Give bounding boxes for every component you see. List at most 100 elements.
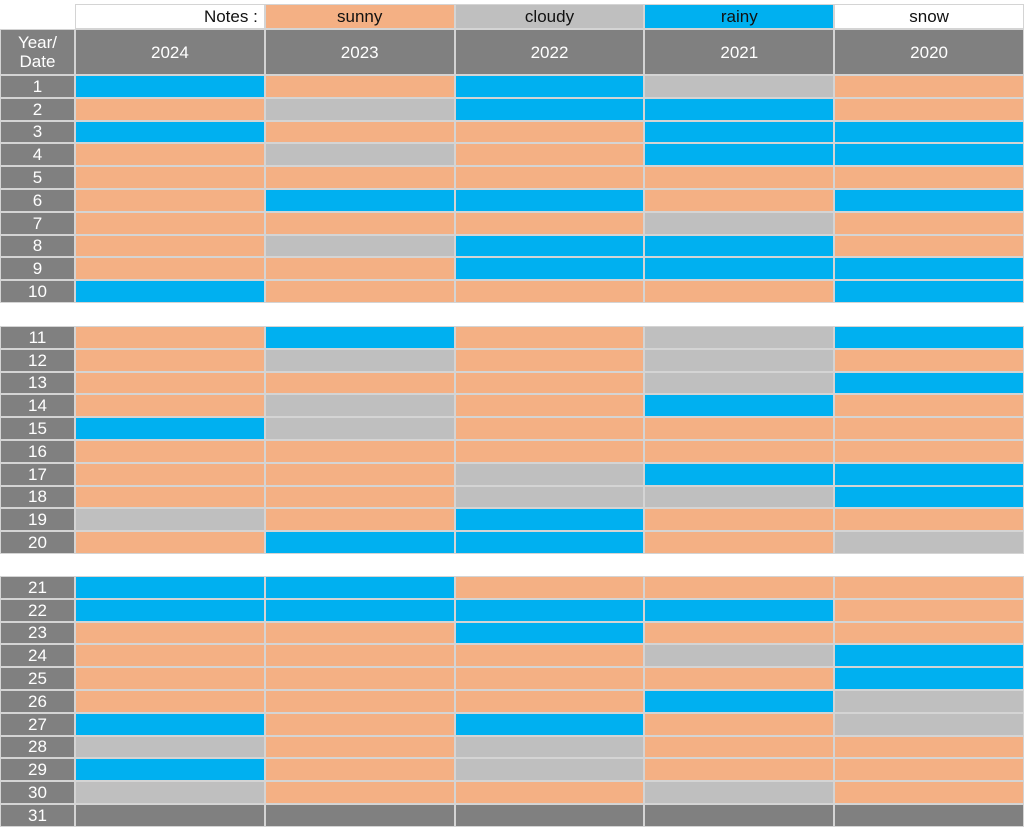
weather-cell-2023-3: [264, 120, 455, 144]
date-label-9: 9: [0, 257, 75, 281]
weather-cell-2022-13: [454, 371, 645, 395]
weather-cell-2024-20: [75, 531, 265, 554]
weather-cell-2021-13: [644, 371, 835, 395]
weather-cell-2021-8: [644, 234, 835, 258]
weather-cell-2020-10: [834, 280, 1024, 303]
weather-cell-2021-18: [644, 485, 835, 509]
weather-cell-2020-26: [834, 690, 1024, 713]
weather-cell-2024-27: [75, 712, 265, 736]
weather-cell-2021-19: [644, 508, 835, 532]
weather-cell-2023-25: [264, 667, 455, 690]
weather-cell-2020-19: [834, 508, 1024, 532]
weather-cell-2023-12: [264, 348, 455, 372]
weather-cell-2022-4: [454, 143, 645, 167]
weather-cell-2021-29: [644, 758, 835, 782]
date-label-2: 2: [0, 97, 75, 121]
weather-cell-2020-7: [834, 211, 1024, 235]
weather-cell-2022-12: [454, 348, 645, 372]
weather-cell-2020-17: [834, 462, 1024, 486]
weather-cell-2022-2: [454, 97, 645, 121]
year-date-header: Year/Date: [0, 29, 75, 75]
weather-cell-2021-15: [644, 417, 835, 440]
weather-cell-2021-27: [644, 712, 835, 736]
weather-cell-2024-18: [75, 485, 265, 509]
weather-cell-2023-23: [264, 621, 455, 645]
weather-cell-2024-4: [75, 143, 265, 167]
weather-cell-2024-31: [75, 804, 265, 827]
weather-cell-2020-12: [834, 348, 1024, 372]
date-label-19: 19: [0, 508, 75, 532]
date-label-10: 10: [0, 280, 75, 303]
weather-cell-2023-28: [264, 735, 455, 759]
weather-cell-2020-8: [834, 234, 1024, 258]
year-header-2020: 2020: [834, 29, 1024, 75]
weather-cell-2022-8: [454, 234, 645, 258]
weather-cell-2023-11: [264, 326, 455, 349]
weather-cell-2022-21: [454, 576, 645, 599]
weather-cell-2020-21: [834, 576, 1024, 599]
weather-cell-2024-23: [75, 621, 265, 645]
weather-cell-2022-7: [454, 211, 645, 235]
legend-notes-label: Notes :: [75, 4, 265, 29]
weather-cell-2021-31: [644, 804, 835, 827]
weather-cell-2022-11: [454, 326, 645, 349]
date-label-7: 7: [0, 211, 75, 235]
weather-cell-2024-6: [75, 189, 265, 212]
weather-cell-2023-8: [264, 234, 455, 258]
weather-cell-2020-27: [834, 712, 1024, 736]
weather-cell-2020-24: [834, 644, 1024, 668]
weather-cell-2023-22: [264, 598, 455, 622]
weather-cell-2023-1: [264, 75, 455, 98]
weather-cell-2023-21: [264, 576, 455, 599]
corner-label-year: Year/: [17, 33, 58, 52]
date-label-6: 6: [0, 189, 75, 212]
date-label-14: 14: [0, 394, 75, 418]
weather-cell-2022-31: [454, 804, 645, 827]
weather-cell-2021-12: [644, 348, 835, 372]
weather-cell-2020-16: [834, 440, 1024, 463]
weather-cell-2020-29: [834, 758, 1024, 782]
date-label-3: 3: [0, 120, 75, 144]
weather-cell-2024-16: [75, 440, 265, 463]
weather-cell-2020-23: [834, 621, 1024, 645]
weather-cell-2024-15: [75, 417, 265, 440]
date-label-5: 5: [0, 166, 75, 189]
weather-cell-2022-6: [454, 189, 645, 212]
weather-cell-2022-19: [454, 508, 645, 532]
weather-cell-2023-14: [264, 394, 455, 418]
weather-cell-2024-13: [75, 371, 265, 395]
weather-cell-2023-10: [264, 280, 455, 303]
weather-cell-2022-30: [454, 781, 645, 804]
year-header-2024: 2024: [75, 29, 265, 75]
date-label-17: 17: [0, 462, 75, 486]
weather-cell-2023-19: [264, 508, 455, 532]
legend-item-sunny: sunny: [264, 4, 455, 29]
date-label-27: 27: [0, 712, 75, 736]
weather-cell-2024-10: [75, 280, 265, 303]
weather-cell-2022-28: [454, 735, 645, 759]
weather-cell-2022-18: [454, 485, 645, 509]
weather-cell-2021-23: [644, 621, 835, 645]
weather-cell-2023-7: [264, 211, 455, 235]
weather-cell-2021-16: [644, 440, 835, 463]
weather-cell-2022-26: [454, 690, 645, 713]
weather-cell-2022-15: [454, 417, 645, 440]
weather-cell-2024-29: [75, 758, 265, 782]
weather-cell-2024-8: [75, 234, 265, 258]
weather-cell-2022-10: [454, 280, 645, 303]
weather-cell-2021-10: [644, 280, 835, 303]
date-label-26: 26: [0, 690, 75, 713]
weather-cell-2022-24: [454, 644, 645, 668]
weather-cell-2022-3: [454, 120, 645, 144]
date-label-4: 4: [0, 143, 75, 167]
weather-cell-2020-1: [834, 75, 1024, 98]
date-label-23: 23: [0, 621, 75, 645]
weather-cell-2020-22: [834, 598, 1024, 622]
date-label-25: 25: [0, 667, 75, 690]
weather-cell-2020-15: [834, 417, 1024, 440]
weather-cell-2020-14: [834, 394, 1024, 418]
weather-cell-2021-22: [644, 598, 835, 622]
weather-cell-2020-31: [834, 804, 1024, 827]
weather-cell-2021-9: [644, 257, 835, 281]
weather-cell-2022-17: [454, 462, 645, 486]
